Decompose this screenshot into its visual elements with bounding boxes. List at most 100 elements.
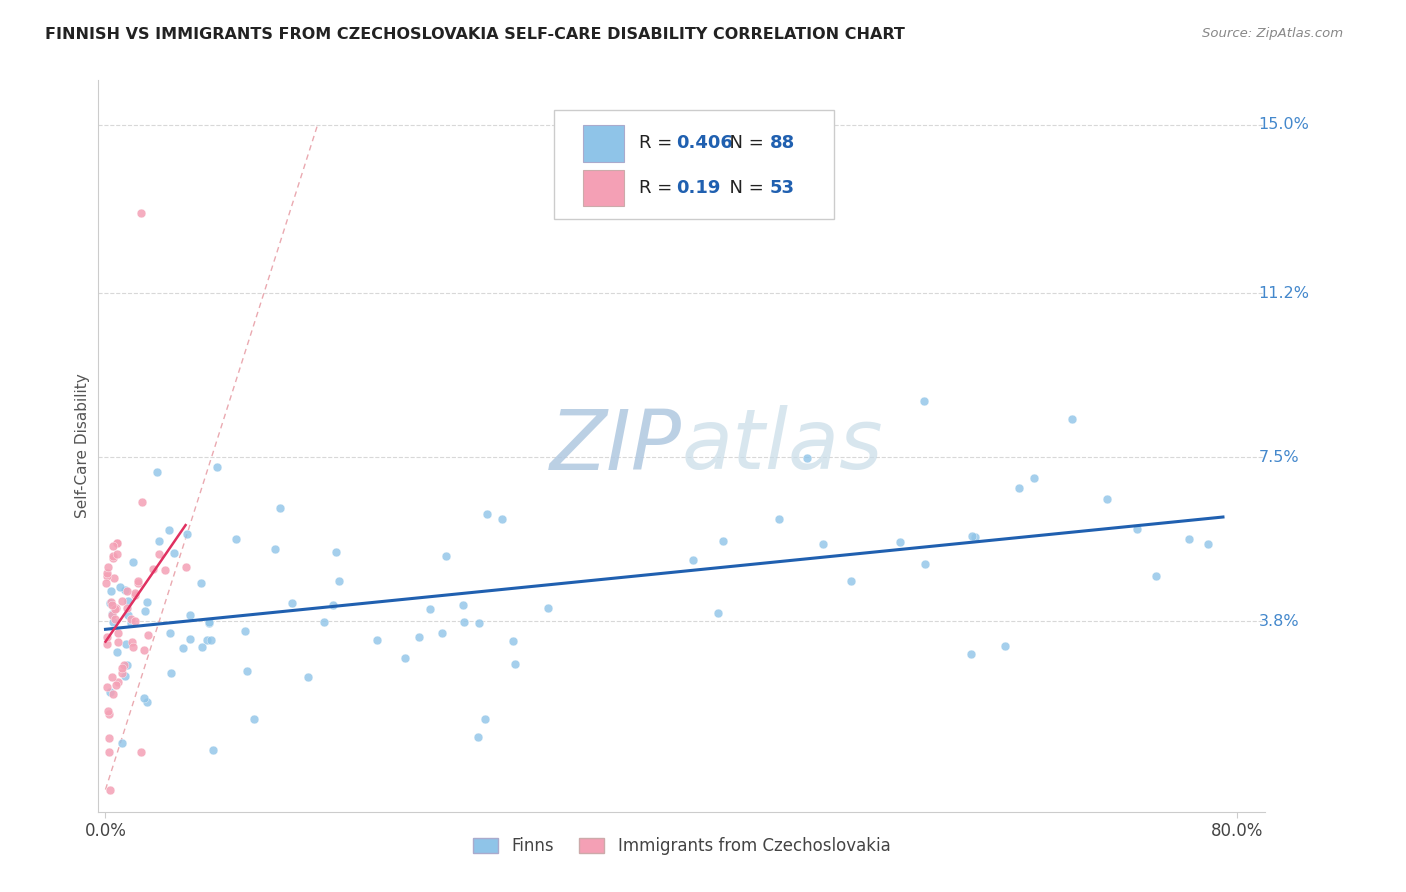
- Text: FINNISH VS IMMIGRANTS FROM CZECHOSLOVAKIA SELF-CARE DISABILITY CORRELATION CHART: FINNISH VS IMMIGRANTS FROM CZECHOSLOVAKI…: [45, 27, 905, 42]
- Point: [101, 670, 124, 684]
- Point: [153, 563, 176, 577]
- Point: [105, 645, 128, 659]
- Point: [475, 507, 498, 521]
- Point: [200, 632, 222, 647]
- Point: [100, 595, 122, 609]
- Point: [963, 531, 986, 545]
- Point: [127, 574, 149, 589]
- Point: [107, 635, 129, 649]
- Y-axis label: Self-Care Disability: Self-Care Disability: [75, 374, 90, 518]
- Point: [195, 633, 218, 648]
- Point: [1126, 522, 1149, 536]
- FancyBboxPatch shape: [582, 169, 624, 206]
- Point: [101, 615, 124, 630]
- Point: [111, 661, 134, 675]
- Point: [105, 547, 128, 561]
- Point: [201, 743, 224, 757]
- Point: [111, 593, 134, 607]
- Point: [98, 685, 121, 699]
- Point: [96, 681, 118, 695]
- Point: [134, 691, 156, 706]
- Text: 53: 53: [769, 179, 794, 197]
- Point: [120, 611, 142, 625]
- Point: [98, 731, 121, 745]
- Point: [176, 526, 198, 541]
- Point: [269, 500, 291, 515]
- Point: [198, 615, 221, 630]
- Point: [163, 546, 186, 560]
- Point: [136, 628, 159, 642]
- Point: [117, 601, 139, 615]
- Point: [131, 495, 153, 509]
- Point: [96, 569, 118, 583]
- Point: [453, 615, 475, 630]
- Point: [97, 705, 120, 719]
- Point: [366, 632, 388, 647]
- Point: [101, 607, 124, 621]
- Point: [960, 529, 983, 543]
- Point: [97, 560, 120, 574]
- Point: [312, 615, 335, 629]
- Point: [1060, 412, 1083, 426]
- Point: [111, 665, 134, 680]
- Point: [322, 598, 344, 612]
- Point: [135, 595, 157, 609]
- Text: N =: N =: [718, 135, 769, 153]
- Point: [117, 607, 139, 622]
- Point: [98, 706, 121, 721]
- Point: [114, 582, 136, 597]
- Point: [122, 640, 145, 654]
- Point: [889, 535, 911, 549]
- Point: [111, 736, 134, 750]
- Point: [190, 576, 212, 591]
- Point: [96, 630, 118, 644]
- Point: [959, 648, 981, 662]
- Text: 88: 88: [769, 135, 794, 153]
- Point: [105, 601, 128, 615]
- Point: [146, 466, 169, 480]
- Point: [117, 593, 139, 607]
- Point: [503, 657, 526, 671]
- Point: [132, 643, 155, 657]
- Point: [768, 511, 790, 525]
- Point: [191, 640, 214, 654]
- Point: [120, 615, 142, 630]
- FancyBboxPatch shape: [582, 125, 624, 161]
- Point: [172, 640, 194, 655]
- Point: [233, 624, 256, 638]
- Point: [101, 598, 124, 612]
- Point: [98, 782, 121, 797]
- Point: [105, 536, 128, 550]
- Text: R =: R =: [638, 179, 678, 197]
- Point: [129, 745, 152, 759]
- Point: [408, 630, 430, 644]
- Point: [502, 634, 524, 648]
- Point: [148, 547, 170, 561]
- Point: [796, 450, 818, 465]
- Point: [179, 632, 201, 646]
- Point: [103, 540, 125, 554]
- Point: [174, 560, 197, 574]
- Point: [97, 745, 120, 759]
- Point: [707, 606, 730, 620]
- Point: [281, 596, 304, 610]
- Point: [914, 557, 936, 571]
- Point: [101, 687, 124, 701]
- Point: [682, 553, 704, 567]
- Text: 7.5%: 7.5%: [1258, 450, 1299, 465]
- Point: [225, 532, 247, 546]
- Point: [107, 626, 129, 640]
- Text: 0.406: 0.406: [676, 135, 733, 153]
- Point: [394, 650, 416, 665]
- FancyBboxPatch shape: [554, 110, 834, 219]
- Point: [434, 549, 457, 563]
- Point: [159, 626, 181, 640]
- Point: [1198, 537, 1220, 551]
- Point: [839, 574, 862, 588]
- Point: [124, 586, 146, 600]
- Point: [207, 459, 229, 474]
- Point: [107, 536, 129, 550]
- Point: [328, 574, 350, 589]
- Text: R =: R =: [638, 135, 678, 153]
- Point: [243, 712, 266, 726]
